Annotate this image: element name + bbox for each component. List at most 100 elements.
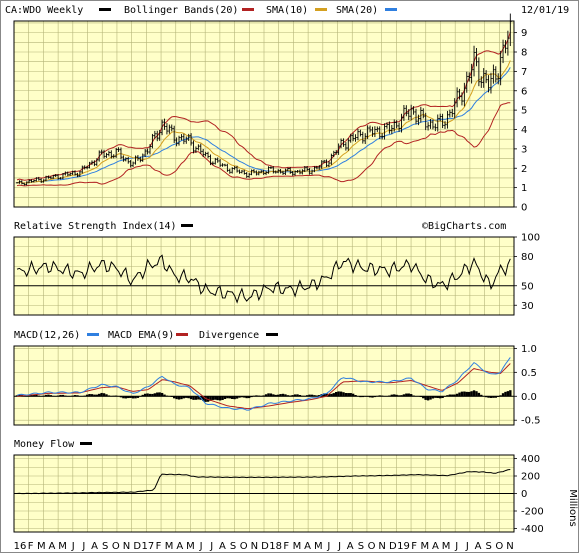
x-tick-label: J xyxy=(199,541,203,552)
legend-divergence-swatch xyxy=(266,333,278,336)
divergence-bar xyxy=(463,391,465,396)
divergence-bar xyxy=(306,395,308,396)
x-tick-label: N xyxy=(251,541,258,552)
divergence-bar xyxy=(458,393,460,397)
x-tick-label: A xyxy=(475,541,482,552)
divergence-bar xyxy=(236,396,238,398)
divergence-bar xyxy=(91,394,93,396)
x-tick-label: O xyxy=(240,541,248,552)
divergence-bar xyxy=(71,396,73,397)
divergence-bar xyxy=(149,394,151,397)
divergence-bar xyxy=(451,395,453,397)
divergence-bar xyxy=(296,394,298,396)
divergence-bar xyxy=(158,392,160,396)
money-flow-unit-label: Millions xyxy=(567,489,578,526)
divergence-bar xyxy=(221,396,223,400)
divergence-bar xyxy=(59,395,61,397)
x-tick-label: J xyxy=(337,541,341,552)
divergence-bar xyxy=(461,392,463,397)
divergence-bar xyxy=(187,396,189,398)
divergence-bar xyxy=(504,392,506,397)
divergence-bar xyxy=(337,391,339,396)
price-ytick-label: 1 xyxy=(521,183,527,194)
money-flow-title-swatch xyxy=(80,442,92,445)
divergence-bar xyxy=(246,396,248,398)
divergence-bar xyxy=(441,396,443,398)
divergence-bar xyxy=(410,394,412,397)
legend-macd-swatch xyxy=(87,333,99,336)
divergence-bar xyxy=(362,396,364,397)
x-tick-label: S xyxy=(486,541,492,552)
divergence-bar xyxy=(311,395,313,397)
divergence-bar xyxy=(340,392,342,397)
x-tick-label: F xyxy=(156,541,162,552)
x-tick-label: F xyxy=(28,541,34,552)
x-tick-label: M xyxy=(420,541,429,552)
divergence-bar xyxy=(74,395,76,397)
divergence-bar xyxy=(190,396,192,399)
legend-macd: MACD(12,26) xyxy=(14,330,80,341)
watermark: ©BigCharts.com xyxy=(422,221,506,232)
divergence-bar xyxy=(156,393,158,397)
date-label: 12/01/19 xyxy=(521,5,569,16)
divergence-bar xyxy=(171,396,173,397)
divergence-bar xyxy=(478,393,480,397)
divergence-bar xyxy=(369,396,371,397)
divergence-bar xyxy=(98,394,100,397)
divergence-bar xyxy=(449,395,451,397)
divergence-bar xyxy=(456,394,458,397)
price-ytick-label: 0 xyxy=(521,203,527,214)
legend-sma20-swatch xyxy=(385,8,397,11)
rsi-title-swatch xyxy=(181,224,193,227)
x-tick-label: A xyxy=(304,541,311,552)
divergence-bar xyxy=(287,395,289,396)
divergence-bar xyxy=(217,396,219,400)
divergence-bar xyxy=(379,395,381,396)
divergence-bar xyxy=(335,392,337,397)
divergence-bar xyxy=(304,396,306,397)
x-tick-label: A xyxy=(49,541,56,552)
divergence-bar xyxy=(422,396,424,398)
divergence-bar xyxy=(267,393,269,396)
legend-macd-ema: MACD EMA(9) xyxy=(108,330,174,341)
divergence-bar xyxy=(429,396,431,399)
divergence-bar xyxy=(122,396,124,398)
legend-sma10-swatch xyxy=(315,8,327,11)
x-tick-label: J xyxy=(454,541,458,552)
x-tick-label: A xyxy=(347,541,354,552)
x-tick-label: M xyxy=(37,541,46,552)
x-tick-label: S xyxy=(230,541,236,552)
rsi-ytick-label: 100 xyxy=(521,233,540,244)
divergence-bar xyxy=(272,394,274,396)
divergence-bar xyxy=(129,396,131,398)
macd-ytick-label: 0.0 xyxy=(521,392,537,403)
x-tick-label: O xyxy=(368,541,376,552)
price-title-swatch xyxy=(99,8,111,11)
x-tick-label: M xyxy=(165,541,174,552)
divergence-bar xyxy=(398,395,400,396)
x-tick-label: O xyxy=(112,541,120,552)
divergence-bar xyxy=(151,394,153,397)
x-tick-label: 16 xyxy=(14,541,27,552)
x-tick-label: F xyxy=(411,541,417,552)
divergence-bar xyxy=(28,396,30,397)
divergence-bar xyxy=(376,396,378,397)
x-tick-label: 18 xyxy=(269,541,282,552)
legend-sma10: SMA(10) xyxy=(266,5,308,16)
legend-bollinger-swatch xyxy=(242,8,254,11)
divergence-bar xyxy=(142,395,144,397)
divergence-bar xyxy=(291,395,293,396)
money-flow-ytick-label: 200 xyxy=(521,472,540,483)
divergence-bar xyxy=(282,394,284,397)
divergence-bar xyxy=(480,395,482,397)
divergence-bar xyxy=(391,395,393,397)
x-tick-label: M xyxy=(293,541,302,552)
divergence-bar xyxy=(388,396,390,397)
divergence-bar xyxy=(490,396,492,398)
legend-sma20: SMA(20) xyxy=(336,5,378,16)
divergence-bar xyxy=(427,396,429,400)
x-tick-label: J xyxy=(209,541,213,552)
divergence-bar xyxy=(120,396,122,397)
divergence-bar xyxy=(492,396,494,398)
divergence-bar xyxy=(437,396,439,398)
